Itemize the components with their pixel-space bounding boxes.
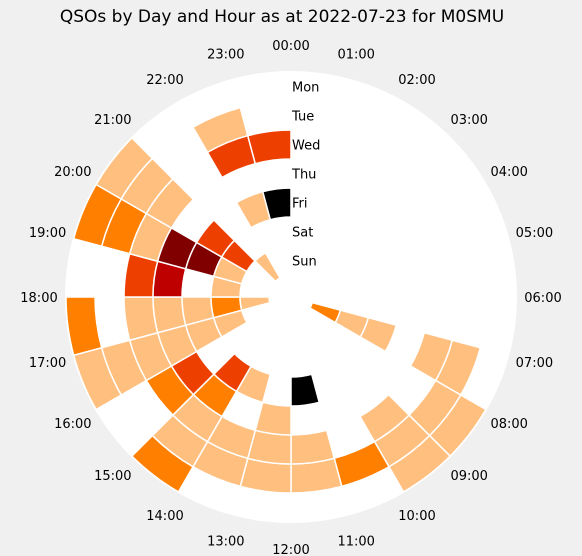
hour-label-0400: 04:00 (490, 165, 527, 180)
hour-label-2100: 21:00 (94, 113, 131, 128)
hour-label-0200: 02:00 (398, 73, 435, 88)
hour-label-1000: 10:00 (398, 509, 435, 524)
hour-label-0600: 06:00 (524, 291, 561, 306)
hour-label-1700: 17:00 (29, 356, 66, 371)
hour-label-1300: 13:00 (207, 534, 244, 549)
hour-label-0800: 08:00 (490, 417, 527, 432)
hour-label-1800: 18:00 (20, 291, 57, 306)
day-label-thu: Thu (291, 168, 316, 183)
day-label-tue: Tue (291, 110, 314, 125)
day-label-wed: Wed (292, 139, 320, 154)
hour-label-2000: 20:00 (54, 165, 91, 180)
day-label-sun: Sun (292, 255, 317, 270)
cell-wed-2300 (248, 130, 291, 164)
hour-label-0300: 03:00 (450, 113, 487, 128)
hour-label-0500: 05:00 (516, 226, 553, 241)
cell-wed-1100 (291, 430, 334, 464)
hour-label-0700: 07:00 (516, 356, 553, 371)
day-label-mon: Mon (292, 81, 319, 96)
day-label-sat: Sat (292, 226, 313, 241)
hour-label-2300: 23:00 (207, 48, 244, 63)
hour-label-1200: 12:00 (272, 543, 309, 556)
hour-label-0100: 01:00 (337, 48, 374, 63)
hour-label-1600: 16:00 (54, 417, 91, 432)
day-label-fri: Fri (292, 197, 308, 212)
hour-label-1100: 11:00 (337, 534, 374, 549)
hour-label-2200: 22:00 (146, 73, 183, 88)
hour-label-0900: 09:00 (450, 469, 487, 484)
hour-label-1400: 14:00 (146, 509, 183, 524)
hour-label-0000: 00:00 (272, 39, 309, 54)
chart-title: QSOs by Day and Hour as at 2022-07-23 fo… (60, 7, 504, 27)
hour-label-1500: 15:00 (94, 469, 131, 484)
hour-label-1900: 19:00 (29, 226, 66, 241)
